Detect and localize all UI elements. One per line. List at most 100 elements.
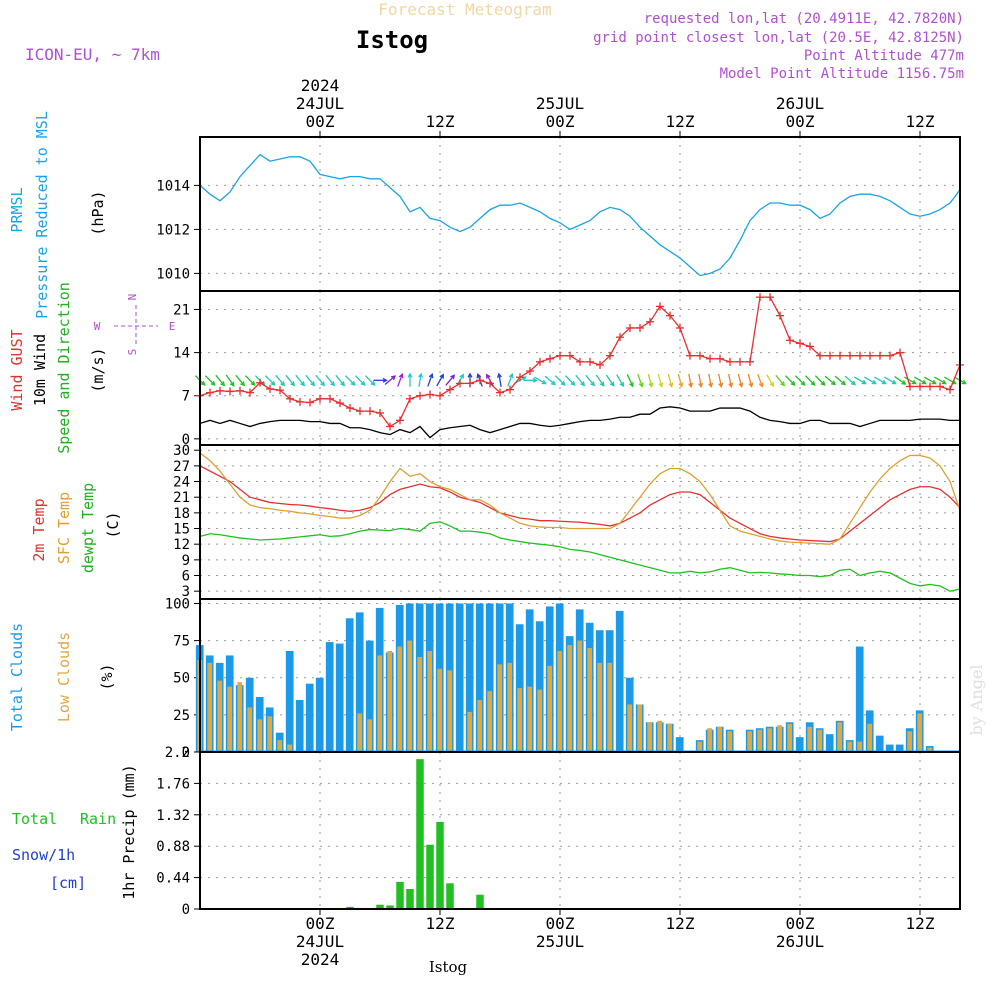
- low-cloud-bar: [547, 665, 553, 752]
- wind-arrow-head: [450, 374, 456, 380]
- wind-arrow: [794, 375, 806, 386]
- wind-arrow: [914, 376, 927, 385]
- gust-marker: [426, 390, 434, 399]
- wind-arrow: [667, 373, 674, 388]
- rain-bar: [396, 881, 404, 909]
- total-cloud-bar: [875, 735, 884, 752]
- wind-arrow-shaft: [757, 373, 763, 387]
- wind-arrow-head: [619, 381, 624, 388]
- wind-arrow-head: [599, 381, 605, 387]
- gust-marker: [596, 360, 604, 369]
- wind-arrow-head: [881, 379, 887, 385]
- wind-arrow-head: [439, 373, 444, 379]
- total-cloud-bar: [325, 642, 334, 752]
- time-label-top: 2024: [301, 76, 340, 95]
- low-cloud-bar: [907, 731, 913, 752]
- wind-arrow-head: [871, 379, 877, 385]
- point-altitude: Point Altitude 477m: [804, 48, 964, 64]
- wind-arrow-head: [476, 372, 482, 379]
- rain-bar: [476, 894, 484, 909]
- rain-bar: [416, 759, 424, 909]
- temperature-ytick-label: 15: [173, 522, 190, 538]
- wind-arrow-shaft: [884, 376, 896, 385]
- wind-arrow: [688, 373, 694, 389]
- wind-arrow: [924, 376, 937, 385]
- clouds-ytick-label: 25: [173, 708, 190, 724]
- wind-arrow: [834, 375, 847, 386]
- low-cloud-bar: [707, 728, 713, 752]
- low-cloud-bar: [667, 723, 673, 752]
- wind-arrow: [295, 374, 306, 387]
- time-label-bottom: 00Z: [786, 914, 815, 933]
- precip-label-total: Total: [12, 810, 57, 828]
- wind-arrow-head: [220, 381, 226, 387]
- wind-arrow-shaft: [718, 373, 722, 387]
- wind-arrow: [235, 374, 246, 387]
- wind-arrow: [894, 376, 907, 385]
- wind-arrow-head: [340, 381, 346, 387]
- low-cloud-bar: [787, 723, 793, 752]
- gust-marker: [676, 323, 684, 332]
- gust-marker: [366, 407, 374, 416]
- low-cloud-bar: [767, 728, 773, 752]
- wind-arrow: [364, 375, 376, 386]
- time-label-bottom: 25JUL: [536, 932, 584, 951]
- wind-arrow-head: [532, 377, 538, 383]
- wind-arrow: [904, 376, 917, 385]
- wind-arrow-head: [830, 380, 837, 386]
- time-label-top: 00Z: [786, 112, 815, 131]
- wind-arrow-shaft: [626, 374, 634, 387]
- pressure-unit: (hPa): [89, 190, 107, 235]
- clouds-ytick-label: 75: [173, 634, 190, 650]
- wind-arrow-head: [820, 380, 826, 386]
- wind-label-c: Speed and Direction: [55, 282, 73, 454]
- wind-arrow: [427, 372, 434, 387]
- gust-marker: [636, 323, 644, 332]
- gust-marker: [866, 351, 874, 360]
- low-cloud-bar: [237, 682, 243, 752]
- low-cloud-bar: [587, 648, 593, 752]
- wind-arrow-shaft: [325, 374, 335, 386]
- wind-arrow-shaft: [688, 373, 692, 387]
- rain-bar: [426, 844, 434, 909]
- wind-arrow-shaft: [225, 374, 235, 387]
- total-cloud-bar: [675, 737, 684, 752]
- wind-arrow-head: [648, 382, 654, 388]
- wind-arrow: [418, 372, 424, 387]
- wind-arrow-head: [658, 382, 664, 388]
- total-cloud-bar: [895, 744, 904, 752]
- time-label-top: 12Z: [426, 112, 455, 131]
- low-cloud-bar: [817, 729, 823, 752]
- gust-marker: [316, 394, 324, 403]
- wind-arrow: [496, 372, 502, 387]
- wind-arrow-shaft: [554, 375, 566, 386]
- gust-marker: [846, 351, 854, 360]
- wind-arrow-shaft: [824, 375, 836, 385]
- gust-marker: [766, 293, 774, 302]
- wind-arrow: [585, 374, 596, 387]
- wind-arrow-head: [961, 379, 967, 385]
- gust-marker: [606, 351, 614, 360]
- total-cloud-bar: [335, 643, 344, 752]
- gust-marker: [376, 408, 384, 417]
- gust-marker: [716, 354, 724, 363]
- wind-arrow-head: [931, 379, 937, 385]
- wind-arrow-head: [758, 382, 764, 388]
- temperature-ytick-label: 21: [173, 490, 190, 506]
- wind-arrow-head: [330, 381, 336, 387]
- wind-arrow: [814, 375, 826, 386]
- wind-arrow-shaft: [766, 374, 774, 387]
- wind-arrow-shaft: [585, 374, 595, 386]
- 2m-temp-line: [199, 465, 961, 543]
- clouds-panel: 0 25 50 75 100: [165, 596, 961, 761]
- total-cloud-bar: [295, 700, 304, 752]
- gust-marker: [416, 391, 424, 400]
- gust-marker: [706, 354, 714, 363]
- gust-marker: [896, 348, 904, 357]
- wind-arrow: [804, 375, 816, 386]
- wind-arrow-shaft: [335, 374, 345, 386]
- wind-arrow: [864, 376, 877, 385]
- wind-arrow-shaft: [507, 373, 513, 387]
- wind-arrow: [354, 375, 366, 386]
- temperature-ytick-label: 12: [173, 537, 190, 553]
